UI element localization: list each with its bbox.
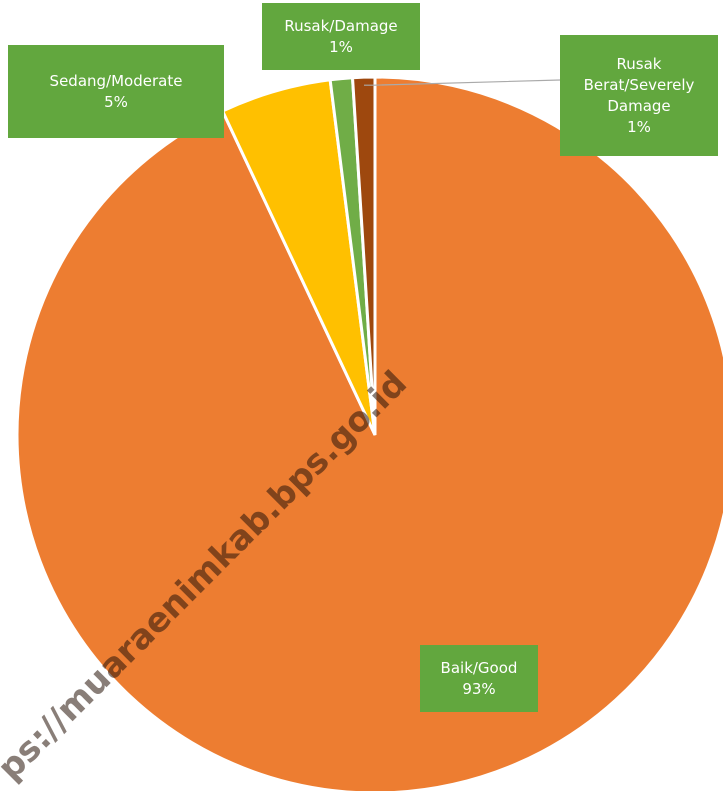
pie-slice [350, 75, 377, 436]
label-value: 1% [329, 37, 353, 56]
label-value: 93% [462, 679, 496, 698]
data-label: Sedang/Moderate 5% [8, 45, 224, 138]
label-value: 1% [627, 117, 651, 136]
label-value: 5% [104, 92, 128, 111]
pie-slice [15, 75, 723, 791]
label-category: Baik/Good [440, 658, 518, 677]
label-category: Rusak Berat/Severely Damage [583, 54, 695, 115]
label-category: Rusak/Damage [284, 16, 398, 35]
data-label: Baik/Good 93% [420, 645, 538, 712]
data-label: Rusak/Damage 1% [262, 3, 420, 70]
data-label: Rusak Berat/Severely Damage 1% [560, 35, 718, 156]
label-category: Sedang/Moderate [49, 71, 183, 90]
leader-line [364, 79, 561, 86]
